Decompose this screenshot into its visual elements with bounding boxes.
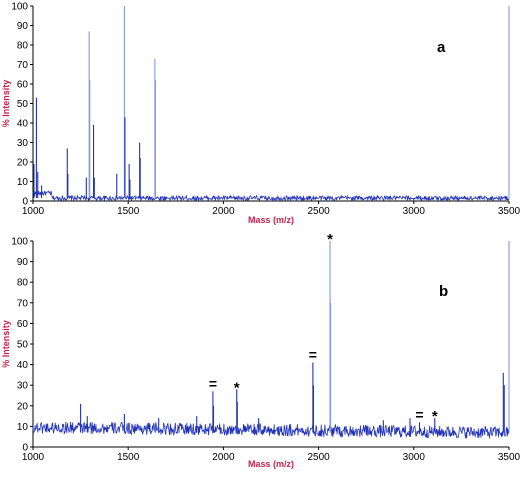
x-tick-label: 1500 [117, 452, 140, 463]
y-tick-label: 0 [22, 443, 28, 454]
y-tick-label: 50 [17, 99, 29, 110]
y-tick-label: 70 [17, 298, 29, 309]
noise-trace [32, 421, 510, 439]
x-tick-label: 3500 [498, 452, 520, 463]
y-tick-label: 70 [17, 60, 29, 71]
x-axis-title: Mass (m/z) [248, 459, 294, 469]
x-tick-label: 3500 [498, 206, 520, 217]
x-tick-label: 3000 [403, 452, 426, 463]
y-tick-label: 100 [11, 237, 28, 248]
panel-label: b [439, 283, 448, 300]
x-tick-label: 2500 [307, 452, 330, 463]
peak-marker-asterisk: * [234, 379, 240, 396]
peak-marker-asterisk: * [327, 231, 333, 248]
x-tick-label: 1000 [22, 206, 45, 217]
y-tick-label: 40 [17, 360, 29, 371]
x-tick-label: 3000 [403, 206, 426, 217]
peak-marker-equals: = [415, 406, 423, 422]
peak-marker-equals: = [209, 375, 217, 391]
y-tick-label: 100 [11, 2, 28, 13]
y-tick-label: 80 [17, 41, 29, 52]
y-tick-label: 30 [17, 138, 29, 149]
y-tick-label: 60 [17, 80, 29, 91]
x-tick-label: 1500 [117, 206, 140, 217]
y-tick-label: 10 [17, 422, 29, 433]
x-tick-label: 2000 [212, 452, 235, 463]
y-axis-title: % Intensity [1, 80, 11, 128]
y-tick-label: 30 [17, 381, 29, 392]
x-tick-label: 2000 [212, 206, 235, 217]
y-tick-label: 0 [22, 197, 28, 208]
y-tick-label: 90 [17, 257, 29, 268]
noise-trace [32, 190, 510, 202]
panel-label: a [437, 39, 446, 56]
y-tick-label: 60 [17, 319, 29, 330]
x-tick-label: 1000 [22, 452, 45, 463]
peak-marker-asterisk: * [432, 408, 438, 425]
y-axis-title: % Intensity [1, 320, 11, 368]
spectrum-panel-a: 0 10 20 30 40 50 60 70 80 90 100 1000 1500 2000 2500 30… [1, 2, 520, 226]
y-tick-label: 90 [17, 21, 29, 32]
x-tick-label: 2500 [307, 206, 330, 217]
y-tick-label: 10 [17, 177, 29, 188]
y-tick-label: 20 [17, 158, 29, 169]
y-tick-label: 20 [17, 401, 29, 412]
x-axis-title: Mass (m/z) [248, 215, 294, 225]
y-tick-label: 50 [17, 340, 29, 351]
y-tick-label: 40 [17, 119, 29, 130]
spectrum-panel-b: 0 10 20 30 40 50 60 70 80 90 100 1000 1500 2000 2500 30… [1, 231, 520, 469]
peak-marker-equals: = [309, 347, 317, 363]
y-tick-label: 80 [17, 278, 29, 289]
